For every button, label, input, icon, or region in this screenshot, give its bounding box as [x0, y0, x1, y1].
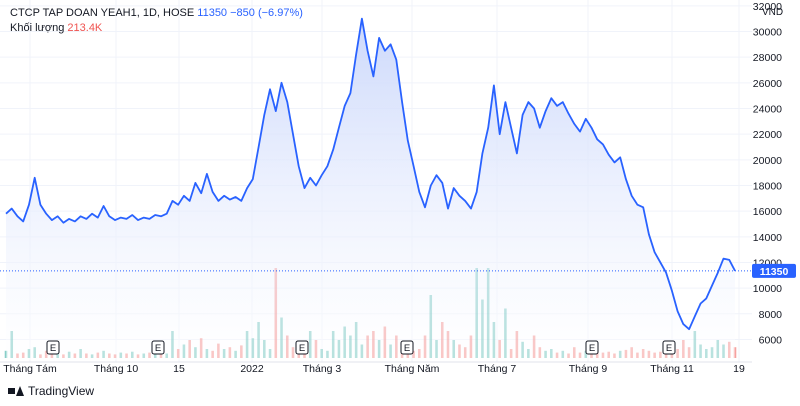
currency-label: VND — [762, 7, 783, 18]
earnings-marker[interactable]: E — [400, 340, 414, 355]
time-axis[interactable]: Tháng Tám Tháng 10 15 2022 Tháng 3 Tháng Năm T… — [3, 363, 745, 375]
price-line — [5, 17, 736, 331]
time-tick-label: Tháng Năm — [385, 363, 440, 375]
time-tick-label: Tháng Tám — [3, 363, 57, 375]
earnings-label: E — [299, 343, 305, 354]
earnings-marker[interactable]: E — [295, 340, 309, 355]
chart-legend: CTCP TAP DOAN YEAH1, 1D, HOSE 11350 −850… — [10, 6, 303, 36]
time-tick-label: Tháng 7 — [478, 363, 517, 375]
earnings-label: E — [589, 343, 595, 354]
earnings-marker[interactable]: E — [585, 340, 599, 355]
price-tick-label: 8000 — [759, 309, 783, 321]
last-price-badge: 11350 — [752, 263, 796, 278]
price-tick-label: 14000 — [753, 232, 782, 244]
brand-name: TradingView — [28, 384, 95, 398]
volume-value: 213.4K — [67, 22, 103, 34]
last-price-value: 11350 — [760, 266, 789, 278]
price-tick-label: 26000 — [753, 78, 782, 90]
time-tick-label: Tháng 10 — [94, 363, 139, 375]
time-tick-label: Tháng 3 — [303, 363, 342, 375]
earnings-label: E — [404, 343, 410, 354]
earnings-marker[interactable]: E — [662, 340, 676, 355]
price-tick-label: 28000 — [753, 52, 782, 64]
earnings-label: E — [50, 343, 56, 354]
time-tick-label: 19 — [733, 363, 745, 375]
price-change: −850 (−6.97%) — [230, 7, 303, 19]
price-tick-label: 18000 — [753, 180, 782, 192]
price-tick-label: 16000 — [753, 206, 782, 218]
price-axis[interactable]: 6000800010000120001400016000180002000022… — [753, 1, 782, 347]
price-tick-label: 6000 — [759, 334, 783, 346]
volume-label[interactable]: Khối lượng — [10, 22, 65, 34]
time-tick-label: Tháng 9 — [569, 363, 608, 375]
last-price: 11350 — [197, 7, 228, 19]
price-tick-label: 30000 — [753, 27, 782, 39]
tradingview-logo[interactable]: TradingView — [8, 384, 94, 398]
tradingview-icon — [8, 386, 24, 396]
earnings-label: E — [666, 343, 672, 354]
price-tick-label: 32000 — [753, 1, 782, 13]
time-tick-label: 2022 — [240, 363, 264, 375]
time-tick-label: Tháng 11 — [650, 363, 694, 375]
price-tick-label: 24000 — [753, 104, 782, 116]
earnings-marker[interactable]: E — [46, 340, 60, 355]
price-tick-label: 10000 — [753, 283, 782, 295]
price-tick-label: 22000 — [753, 129, 782, 141]
time-tick-label: 15 — [173, 363, 185, 375]
earnings-label: E — [155, 343, 161, 354]
symbol-title[interactable]: CTCP TAP DOAN YEAH1, 1D, HOSE — [10, 7, 195, 19]
price-tick-label: 20000 — [753, 155, 782, 167]
price-area — [6, 18, 735, 360]
earnings-marker[interactable]: E — [151, 340, 165, 355]
